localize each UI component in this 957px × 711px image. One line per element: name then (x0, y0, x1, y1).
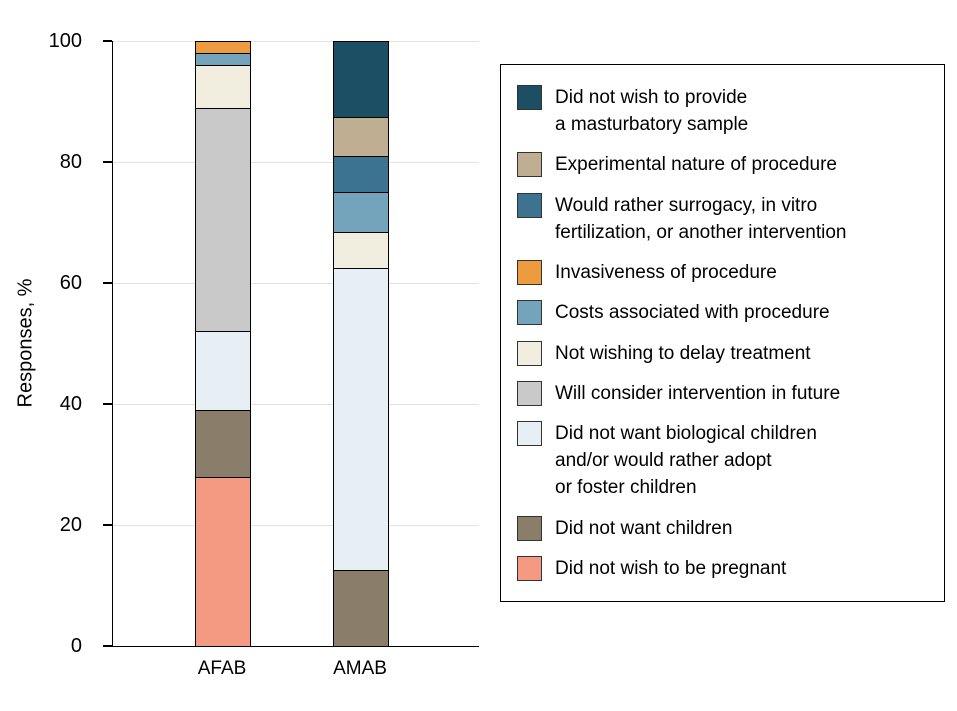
y-tick-mark-60 (103, 282, 112, 284)
bar-segment-amab-masturbatory-sample (333, 41, 389, 117)
legend: Did not wish to provide a masturbatory s… (500, 64, 945, 602)
bar-segment-amab-no-children (333, 570, 389, 646)
x-tick-label-afab: AFAB (197, 658, 247, 679)
legend-label-consider-future: Will consider intervention in future (555, 382, 841, 404)
legend-item-not-pregnant: Did not wish to be pregnant (517, 555, 928, 582)
bar-segment-afab-not-pregnant (195, 476, 251, 646)
legend-swatch-not-pregnant (517, 555, 542, 581)
plot-area (103, 40, 479, 647)
y-tick-label-60: 60 (59, 272, 82, 294)
bar-segment-afab-consider-future (195, 107, 251, 332)
x-axis-labels: AFAB AMAB (112, 658, 478, 688)
bar-segment-afab-no-biological-children (195, 331, 251, 411)
y-tick-label-100: 100 (48, 30, 82, 52)
bar-segment-amab-no-biological-children (333, 267, 389, 571)
gridline-80 (113, 162, 479, 163)
legend-swatch-masturbatory-sample (517, 85, 542, 110)
legend-label-surrogacy-ivf-other: Would rather surrogacy, in vitro fertili… (555, 194, 847, 243)
bar-segment-afab-delay-treatment (195, 65, 251, 108)
legend-swatch-no-biological-children (517, 421, 542, 447)
gridline-100 (113, 41, 479, 42)
bar-segment-afab-costs (195, 53, 251, 66)
bar-amab (333, 41, 389, 646)
y-tick-mark-0 (103, 645, 112, 647)
legend-label-invasiveness: Invasiveness of procedure (555, 261, 777, 283)
bar-segment-amab-delay-treatment (333, 231, 389, 268)
y-tick-label-80: 80 (59, 151, 82, 173)
y-tick-mark-80 (103, 161, 112, 163)
legend-item-experimental-nature: Experimental nature of procedure (517, 151, 928, 178)
legend-item-no-biological-children: Did not want biological children and/or … (517, 420, 928, 501)
gridline-60 (113, 283, 479, 284)
bar-segment-amab-costs (333, 192, 389, 232)
legend-swatch-invasiveness (517, 259, 542, 285)
y-tick-mark-100 (103, 40, 112, 42)
x-tick-label-amab: AMAB (333, 658, 387, 679)
y-tick-label-20: 20 (59, 514, 82, 536)
y-tick-label-0: 0 (70, 635, 82, 657)
legend-label-no-children: Did not want children (555, 517, 733, 539)
bar-segment-afab-invasiveness (195, 41, 251, 54)
y-axis-tick-labels: 0 20 40 60 80 100 (0, 30, 100, 657)
legend-swatch-experimental-nature (517, 152, 542, 178)
legend-swatch-delay-treatment (517, 340, 542, 366)
legend-swatch-consider-future (517, 380, 542, 406)
legend-item-no-children: Did not want children (517, 515, 928, 542)
legend-item-invasiveness: Invasiveness of procedure (517, 259, 928, 286)
legend-label-costs: Costs associated with procedure (555, 302, 830, 324)
legend-label-delay-treatment: Not wishing to delay treatment (555, 342, 811, 364)
y-tick-mark-40 (103, 403, 112, 405)
bar-segment-amab-surrogacy-ivf-other (333, 155, 389, 193)
legend-label-masturbatory-sample: Did not wish to provide a masturbatory s… (555, 87, 749, 135)
y-tick-label-40: 40 (59, 393, 82, 415)
legend-item-surrogacy-ivf-other: Would rather surrogacy, in vitro fertili… (517, 192, 928, 246)
legend-item-masturbatory-sample: Did not wish to provide a masturbatory s… (517, 84, 928, 138)
gridline-40 (113, 404, 479, 405)
bar-afab (195, 41, 251, 646)
gridline-20 (113, 525, 479, 526)
legend-swatch-costs (517, 300, 542, 326)
legend-swatch-surrogacy-ivf-other (517, 192, 542, 218)
legend-item-consider-future: Will consider intervention in future (517, 380, 928, 407)
legend-label-experimental-nature: Experimental nature of procedure (555, 154, 837, 176)
legend-swatch-no-children (517, 515, 542, 541)
bar-segment-afab-no-children (195, 410, 251, 477)
y-tick-mark-20 (103, 524, 112, 526)
bar-segment-amab-experimental-nature (333, 116, 389, 156)
legend-item-delay-treatment: Not wishing to delay treatment (517, 340, 928, 367)
legend-item-costs: Costs associated with procedure (517, 299, 928, 326)
legend-label-not-pregnant: Did not wish to be pregnant (555, 557, 787, 579)
legend-label-no-biological-children: Did not want biological children and/or … (555, 423, 817, 499)
